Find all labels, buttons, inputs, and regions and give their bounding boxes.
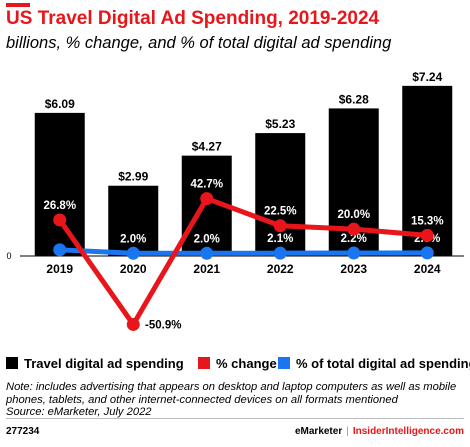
bar-label-2021: $4.27 [192, 140, 222, 154]
share-label-2021: 2.0% [194, 233, 220, 245]
footer-divider [6, 418, 464, 419]
share-label-2020: 2.0% [120, 233, 146, 245]
brand: eMarketer | InsiderIntelligence.com [295, 426, 464, 437]
brand-separator: | [346, 426, 349, 437]
chart-id: 277234 [6, 426, 40, 437]
accent-bar [6, 3, 30, 7]
legend: Travel digital ad spending % change % of… [6, 356, 470, 376]
share-point-2022 [273, 246, 287, 260]
legend-item-spending: Travel digital ad spending [6, 356, 184, 371]
footnote: Note: includes advertising that appears … [6, 381, 466, 419]
x-tick-2019: 2019 [46, 262, 73, 276]
change-point-2022 [273, 219, 287, 233]
footnote-note: Note: includes advertising that appears … [6, 381, 457, 406]
bar-label-2022: $5.23 [265, 117, 295, 131]
change-point-2021 [200, 192, 214, 206]
zero-axis-label: 0 [6, 251, 11, 261]
bar-label-2024: $7.24 [412, 70, 442, 84]
legend-swatch-spending [6, 357, 18, 369]
share-label-2022: 2.1% [267, 233, 293, 245]
share-point-2023 [347, 246, 361, 260]
change-point-2024 [420, 228, 434, 242]
share-line [57, 247, 430, 256]
bar-2022 [255, 133, 306, 256]
legend-swatch-change [198, 357, 210, 369]
brand-emarketer: eMarketer [294, 426, 343, 437]
x-tick-2020: 2020 [120, 262, 147, 276]
share-point-2020 [126, 246, 140, 260]
share-label-2023: 2.2% [341, 233, 367, 245]
chart-title: US Travel Digital Ad Spending, 2019-2024 [6, 8, 380, 29]
x-tick-2022: 2022 [267, 262, 294, 276]
bar-2024 [402, 85, 453, 256]
legend-item-share: % of total digital ad spending [278, 356, 470, 371]
x-tick-2023: 2023 [340, 262, 367, 276]
change-line [57, 196, 430, 327]
change-label-2021: 42.7% [190, 179, 223, 191]
bar-2019 [34, 112, 85, 256]
bar-2020 [108, 185, 159, 256]
bar-label-2023: $6.28 [339, 92, 369, 106]
share-point-2021 [200, 246, 214, 260]
change-label-2023: 20.0% [337, 209, 370, 221]
share-point-2024 [420, 246, 434, 260]
change-label-2020: -50.9% [145, 319, 181, 331]
legend-label-spending: Travel digital ad spending [24, 356, 184, 371]
change-label-2019: 26.8% [43, 200, 76, 212]
change-label-2024: 15.3% [411, 215, 444, 227]
legend-label-change: % change [216, 356, 277, 371]
bar-label-2019: $6.09 [45, 97, 75, 111]
legend-item-change: % change [198, 356, 277, 371]
bar-label-2020: $2.99 [118, 170, 148, 184]
legend-swatch-share [278, 357, 290, 369]
x-tick-2024: 2024 [414, 262, 441, 276]
x-tick-2021: 2021 [193, 262, 220, 276]
brand-insider-intelligence: InsiderIntelligence.com [352, 426, 464, 437]
legend-label-share: % of total digital ad spending [296, 356, 470, 371]
share-point-2019 [53, 243, 67, 257]
change-point-2023 [347, 222, 361, 236]
change-label-2022: 22.5% [264, 206, 297, 218]
change-point-2020 [126, 317, 140, 331]
chart-subtitle: billions, % change, and % of total digit… [6, 34, 392, 52]
footnote-source: Source: eMarketer, July 2022 [6, 406, 152, 418]
change-point-2019 [53, 213, 67, 227]
